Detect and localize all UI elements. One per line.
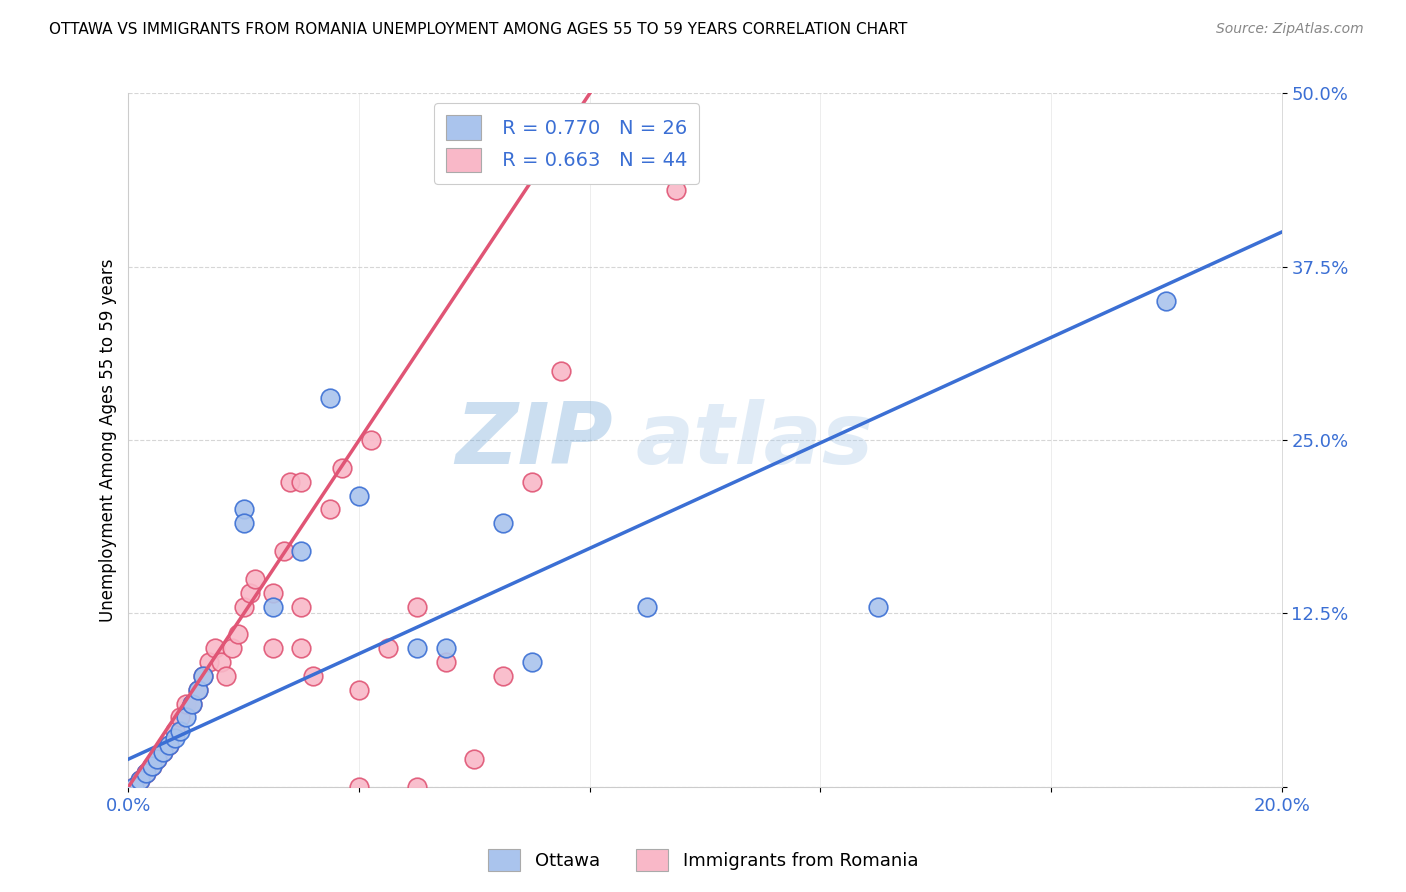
Point	[319, 392, 342, 406]
Point	[163, 724, 186, 739]
Point	[319, 502, 342, 516]
Point	[146, 752, 169, 766]
Point	[169, 710, 191, 724]
Point	[157, 738, 180, 752]
Point	[135, 766, 157, 780]
Point	[209, 655, 232, 669]
Text: atlas: atlas	[636, 399, 875, 482]
Point	[232, 502, 254, 516]
Point	[180, 697, 202, 711]
Point	[157, 738, 180, 752]
Point	[174, 710, 197, 724]
Point	[347, 780, 370, 794]
Point	[290, 641, 312, 656]
Point	[180, 697, 202, 711]
Point	[262, 585, 284, 599]
Point	[665, 184, 688, 198]
Point	[129, 772, 152, 787]
Legend: Ottawa, Immigrants from Romania: Ottawa, Immigrants from Romania	[481, 842, 925, 879]
Point	[221, 641, 243, 656]
Point	[347, 489, 370, 503]
Legend:  R = 0.770   N = 26,  R = 0.663   N = 44: R = 0.770 N = 26, R = 0.663 N = 44	[434, 103, 699, 184]
Point	[146, 752, 169, 766]
Point	[135, 766, 157, 780]
Point	[262, 599, 284, 614]
Point	[152, 745, 174, 759]
Point	[193, 669, 215, 683]
Point	[187, 682, 209, 697]
Point	[360, 433, 382, 447]
Point	[238, 585, 260, 599]
Point	[492, 669, 515, 683]
Point	[204, 641, 226, 656]
Point	[122, 780, 145, 794]
Text: Source: ZipAtlas.com: Source: ZipAtlas.com	[1216, 22, 1364, 37]
Point	[405, 641, 427, 656]
Point	[290, 544, 312, 558]
Text: ZIP: ZIP	[456, 399, 613, 482]
Point	[187, 682, 209, 697]
Point	[405, 599, 427, 614]
Point	[330, 460, 353, 475]
Point	[122, 780, 145, 794]
Point	[434, 655, 457, 669]
Point	[215, 669, 238, 683]
Text: OTTAWA VS IMMIGRANTS FROM ROMANIA UNEMPLOYMENT AMONG AGES 55 TO 59 YEARS CORRELA: OTTAWA VS IMMIGRANTS FROM ROMANIA UNEMPL…	[49, 22, 908, 37]
Point	[174, 697, 197, 711]
Point	[278, 475, 301, 489]
Point	[129, 772, 152, 787]
Point	[520, 475, 543, 489]
Point	[377, 641, 399, 656]
Point	[141, 759, 163, 773]
Point	[347, 682, 370, 697]
Point	[290, 599, 312, 614]
Point	[636, 599, 658, 614]
Point	[302, 669, 325, 683]
Point	[262, 641, 284, 656]
Point	[434, 641, 457, 656]
Point	[226, 627, 249, 641]
Point	[550, 364, 572, 378]
Point	[492, 516, 515, 531]
Point	[193, 669, 215, 683]
Point	[152, 745, 174, 759]
Point	[868, 599, 890, 614]
Y-axis label: Unemployment Among Ages 55 to 59 years: Unemployment Among Ages 55 to 59 years	[100, 259, 117, 622]
Point	[169, 724, 191, 739]
Point	[463, 752, 485, 766]
Point	[198, 655, 221, 669]
Point	[273, 544, 295, 558]
Point	[290, 475, 312, 489]
Point	[520, 655, 543, 669]
Point	[232, 516, 254, 531]
Point	[163, 731, 186, 746]
Point	[232, 599, 254, 614]
Point	[141, 759, 163, 773]
Point	[1156, 294, 1178, 309]
Point	[405, 780, 427, 794]
Point	[245, 572, 267, 586]
